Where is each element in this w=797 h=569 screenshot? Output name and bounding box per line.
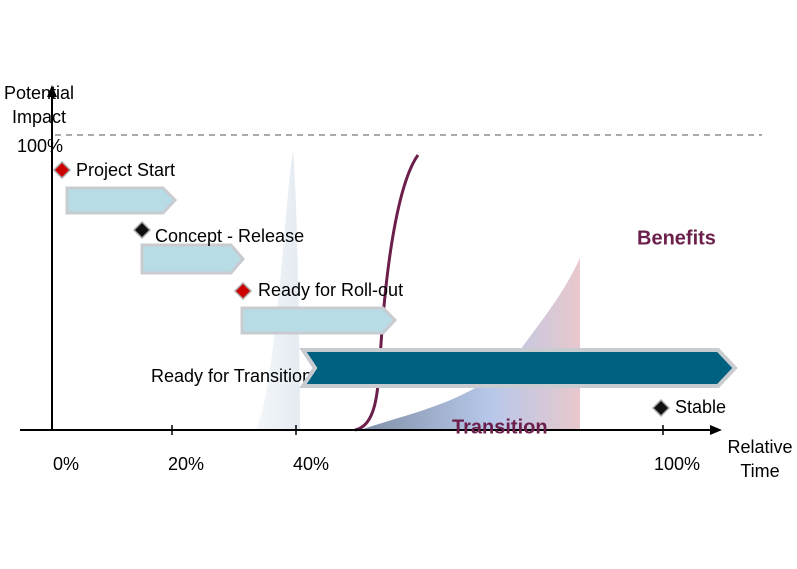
main-arrow [299,348,738,388]
x-tick-label: 100% [654,454,700,474]
x-arrow [710,425,722,435]
x-tick-label: 0% [53,454,79,474]
x-label: Time [740,461,779,481]
x-tick-label: 40% [293,454,329,474]
milestone-label: Project Start [76,160,175,180]
y-top-label: 100% [17,136,63,156]
milestone-label: Stable [675,397,726,417]
phase-label: Transition [452,416,548,438]
y-label: Potential [4,83,74,103]
milestone-label: Concept - Release [155,226,304,246]
milestone-markers [52,160,671,418]
milestone-label: Ready for Transition [151,366,312,386]
phase-label: Benefits [637,227,716,249]
ticks [171,425,664,435]
x-label: Relative [727,437,792,457]
phase-arrows [65,186,398,335]
milestone-label: Ready for Roll-out [258,280,403,300]
x-tick-label: 20% [168,454,204,474]
y-label: Impact [12,107,66,127]
spike [255,150,300,430]
y-arrow [47,85,57,97]
